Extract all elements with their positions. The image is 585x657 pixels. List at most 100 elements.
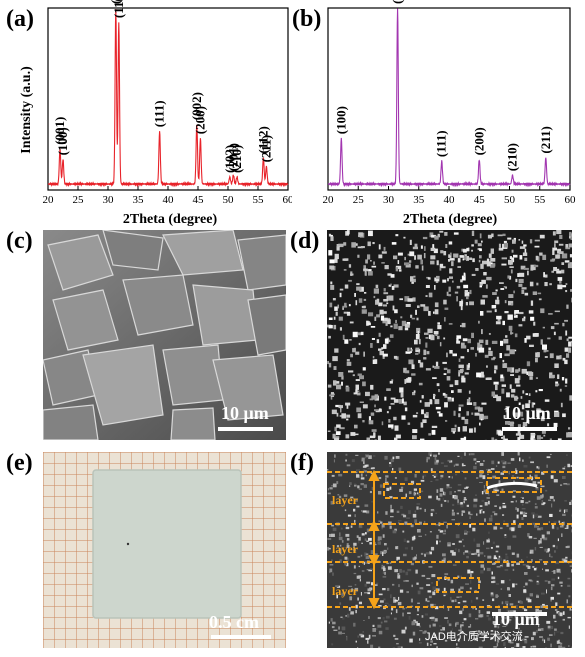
grain-particle [487,473,489,475]
grain-particle [371,338,375,340]
scale-bar-c [218,427,273,431]
grain-particle [427,328,433,334]
grain-particle [451,390,454,393]
grain-particle [339,559,342,563]
grain-particle [365,474,367,477]
grain-particle [563,509,566,514]
grain-particle [392,468,394,471]
grain-particle [570,289,572,292]
grain-particle [419,400,422,403]
grain-particle [424,613,428,616]
grain-particle [372,242,375,245]
grain-particle [436,646,438,648]
grain-particle [546,549,549,553]
grain-particle [494,489,499,492]
grain-particle [542,254,547,260]
grain-particle [507,275,510,279]
grain-particle [428,292,433,298]
grain-particle [399,387,404,393]
grain-particle [542,603,545,606]
grain-particle [399,298,403,301]
grain-particle [420,245,423,249]
grain-particle [339,415,342,417]
grain-particle [372,356,375,359]
grain-particle [362,510,367,513]
grain-particle [356,390,360,392]
grain-particle [461,622,464,624]
grain-particle [530,437,534,440]
grain-particle [521,289,525,294]
grain-particle [493,526,498,530]
x-tick-label: 50 [504,194,516,206]
grain-particle [455,473,458,476]
grain-particle [364,552,367,557]
grain-particle [520,511,523,515]
grain-particle [509,421,514,427]
grain-particle [550,475,554,479]
grain-particle [475,618,479,620]
grain-particle [395,319,397,324]
grain-particle [527,419,530,424]
grain-particle [336,384,342,390]
grain-particle [546,456,551,459]
grain-particle [468,363,470,368]
grain-particle [422,236,428,240]
grain-particle [558,251,564,254]
grain-particle [429,232,434,238]
grain-particle [537,527,541,531]
grain-particle [525,564,529,568]
grain-particle [456,335,462,339]
grain-particle [380,600,384,603]
grain-particle [535,526,539,528]
grain-particle [486,611,491,614]
grain-particle [571,297,572,303]
grain-particle [334,437,339,440]
grain-particle [529,593,533,597]
grain-particle [433,473,438,477]
grain-particle [500,472,504,475]
grain-particle [338,316,343,321]
grain-particle [429,454,432,457]
grain-particle [509,579,511,581]
grain-particle [446,376,451,381]
grain-particle [430,603,434,608]
grain-particle [475,494,477,496]
grain-particle [346,404,349,409]
grain-particle [552,231,556,236]
grain-particle [566,304,569,309]
grain-particle [350,496,354,499]
grain-particle [367,321,371,323]
grain-particle [544,282,548,287]
grain-particle [429,551,432,555]
grain-particle [535,488,539,491]
grain-particle [356,575,360,579]
grain-particle [491,563,496,565]
grain-particle [546,589,547,594]
grain-particle [558,336,562,340]
grain-particle [421,395,424,399]
grain-particle [409,239,412,245]
grain-particle [417,254,422,260]
grain-particle [404,626,407,630]
grain-particle [504,311,509,314]
grain-particle [557,277,563,281]
grain-particle [460,325,462,327]
grain-particle [340,527,343,530]
grain-particle [428,433,431,436]
grain-particle [559,612,563,617]
grain-particle [376,559,381,561]
grain-particle [370,644,374,648]
grain-particle [509,349,515,355]
grain-particle [493,562,497,564]
grain-particle [346,418,349,421]
grain-particle [331,643,334,646]
grain-particle [467,569,471,574]
grain-particle [349,339,352,341]
grain-particle [554,620,557,623]
x-tick-label: 20 [43,194,55,206]
grain-particle [476,477,479,479]
grain-particle [571,603,572,608]
grain-particle [517,430,521,436]
grain-particle [363,561,368,564]
grain-particle [421,615,424,618]
